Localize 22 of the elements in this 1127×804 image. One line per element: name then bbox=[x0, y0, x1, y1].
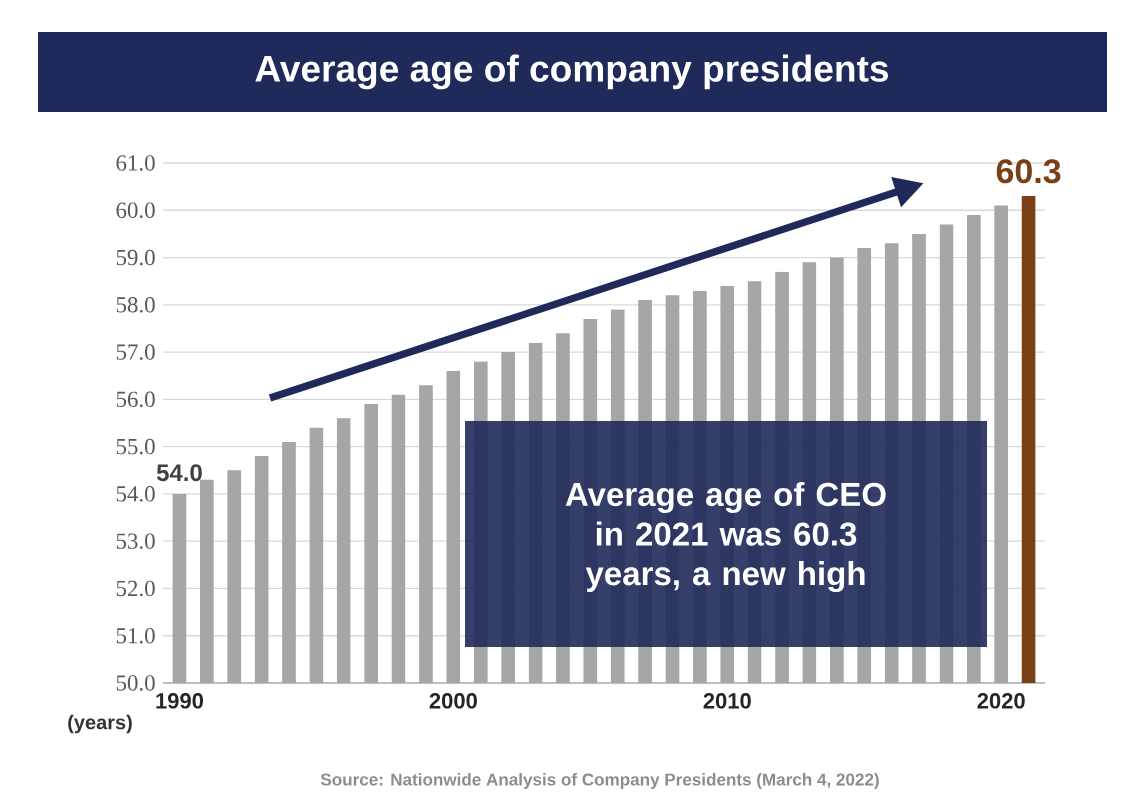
chart-title: Average age of company presidents bbox=[255, 54, 889, 90]
x-tick-label: 2020 bbox=[977, 693, 1025, 709]
y-tick-label: 56.0 bbox=[116, 391, 155, 408]
x-tick-label: 1990 bbox=[156, 693, 203, 709]
y-tick-label: 55.0 bbox=[116, 438, 155, 455]
y-tick-label: 59.0 bbox=[116, 249, 155, 266]
y-tick-label: 61.0 bbox=[116, 155, 155, 171]
y-tick-label: 52.0 bbox=[116, 580, 155, 597]
y-tick-label: 50.0 bbox=[116, 675, 155, 691]
y-tick-label: 58.0 bbox=[116, 297, 155, 313]
annotation: Average age of CEO in 2021 was 60.3 years, a new high bbox=[565, 481, 886, 593]
y-tick-label: 54.0 bbox=[116, 486, 155, 502]
x-axis-title: (years) bbox=[68, 714, 132, 734]
y-tick-label: 51.0 bbox=[116, 627, 155, 644]
data-label: 54.0 bbox=[156, 464, 202, 482]
x-tick-label: 2000 bbox=[429, 693, 477, 709]
data-label: 60.3 bbox=[996, 159, 1061, 184]
y-tick-label: 57.0 bbox=[116, 344, 155, 360]
y-tick-label: 53.0 bbox=[116, 533, 155, 549]
source-note: Source: Nationwide Analysis of Company Presidents (March 4, 2022) bbox=[320, 773, 879, 789]
y-tick-label: 60.0 bbox=[116, 202, 155, 219]
x-tick-label: 2010 bbox=[703, 693, 751, 709]
